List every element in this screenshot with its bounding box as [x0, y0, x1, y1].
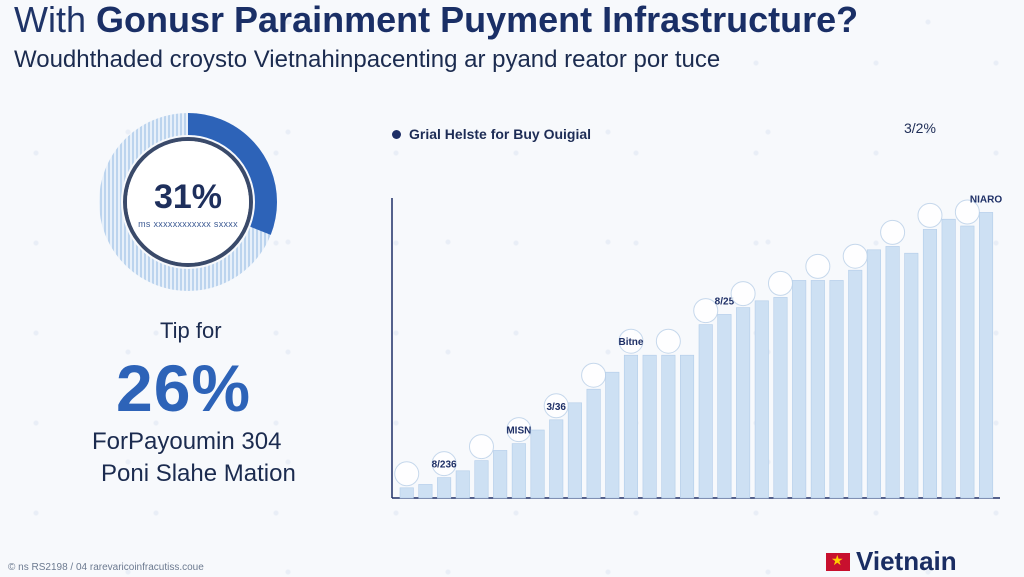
bar — [680, 354, 695, 499]
bar — [623, 354, 639, 499]
bar-bubble — [730, 281, 756, 307]
bar — [717, 314, 732, 499]
chart-legend: Grial Helste for Buy Ouigial — [392, 126, 591, 142]
bar — [399, 487, 414, 499]
bar — [904, 252, 919, 499]
bar — [549, 419, 564, 499]
bar-bubble — [394, 461, 420, 487]
bar-data-label: 8/236 — [432, 460, 457, 471]
bar — [661, 354, 676, 499]
brand-name: Vietnain — [856, 546, 957, 576]
stat-line-2: Poni Slahe Mation — [101, 460, 296, 487]
bar — [979, 212, 994, 499]
bar-bubble — [618, 328, 644, 354]
bar-bubble — [506, 417, 532, 443]
bar-data-label: MISN — [506, 426, 531, 437]
bar — [736, 307, 751, 499]
page-subtitle: Woudhthaded croysto Vietnahinpacenting a… — [14, 46, 721, 73]
flag-icon — [826, 552, 850, 571]
bar-bubble — [693, 298, 719, 324]
bar-bubble — [581, 362, 607, 388]
bar — [922, 229, 938, 499]
bar-data-label: 8/25 — [715, 296, 735, 307]
title-lead: With — [14, 0, 86, 40]
bar-data-label: 3/36 — [546, 402, 566, 413]
stat-line-1: ForPayoumin 304 — [92, 428, 282, 455]
bar-bubble — [805, 253, 831, 279]
page-title: With Gonusr Parainment Puyment Infrastru… — [14, 0, 858, 40]
bar — [866, 249, 881, 499]
bar-data-label: NIARO — [970, 194, 1002, 205]
legend-label: Grial Helste for Buy Ouigial — [409, 126, 592, 142]
bar-chart: 8/236 MISN 3/36 Bitne 8/25 NIARO — [391, 194, 1002, 499]
bar — [586, 388, 601, 499]
bar-bubble — [767, 270, 793, 296]
bar — [810, 280, 825, 499]
bar-bubble — [468, 434, 494, 460]
bar — [941, 218, 956, 499]
tip-label: Tip for — [160, 318, 222, 343]
bar — [493, 450, 508, 499]
title-main: Gonusr Parainment Puyment Infrastructure… — [96, 0, 859, 40]
bar-data-label: Bitne — [618, 337, 643, 348]
bar — [418, 484, 433, 499]
bar — [567, 402, 582, 499]
bar — [511, 443, 526, 499]
bar — [848, 269, 863, 499]
brand-logo: Vietnain — [826, 546, 957, 577]
donut-chart: 31% ms xxxxxxxxxxxx sxxxx — [96, 110, 280, 294]
bar — [698, 324, 713, 499]
donut-inner-ring — [123, 137, 253, 267]
bar — [642, 354, 657, 499]
big-stat-value: 26% — [116, 351, 252, 425]
donut-value-label: 31% — [153, 178, 223, 216]
footer-note: © ns RS2198 / 04 rarevaricoinfracutiss.c… — [8, 562, 204, 573]
bar-bubble — [917, 202, 943, 228]
bar-bubble — [880, 219, 906, 245]
bar-bubble — [954, 199, 980, 225]
donut-svg — [99, 113, 277, 291]
bar — [455, 470, 470, 499]
bar — [829, 280, 844, 499]
donut-value-arc — [99, 113, 277, 291]
bar — [792, 280, 807, 499]
bar — [773, 297, 788, 499]
chart-corner-label: 3/2% — [904, 120, 936, 136]
bar-bubble — [655, 328, 681, 354]
bar — [885, 246, 900, 499]
bar-bubble — [842, 243, 868, 269]
bar — [754, 300, 769, 499]
bar — [960, 225, 975, 499]
bar — [437, 477, 452, 499]
donut-caption: ms xxxxxxxxxxxx sxxxx — [138, 219, 238, 229]
bar-bubble — [431, 451, 457, 477]
bar — [474, 460, 489, 499]
donut-center — [127, 141, 249, 263]
legend-dot — [392, 129, 401, 139]
bar — [605, 371, 620, 499]
bar — [530, 429, 545, 499]
